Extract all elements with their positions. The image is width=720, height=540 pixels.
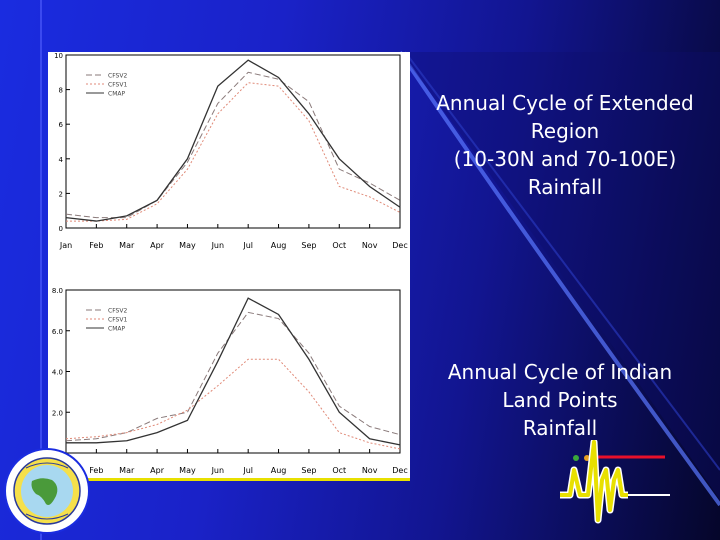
x-tick-label: Aug bbox=[271, 466, 287, 475]
x-tick-label: Nov bbox=[362, 466, 378, 475]
y-tick-label: 4.0 bbox=[52, 369, 63, 377]
x-tick-label: Nov bbox=[362, 241, 378, 250]
series-line-cmap bbox=[66, 297, 401, 446]
y-tick-label: 10 bbox=[54, 52, 63, 60]
top-caption: Annual Cycle of Extended Region (10-30N … bbox=[420, 89, 710, 201]
series-line-cfsv2 bbox=[65, 311, 401, 442]
x-tick-label: Jul bbox=[242, 241, 253, 250]
top-caption-line3: (10-30N and 70-100E) bbox=[453, 147, 677, 171]
x-tick-label: May bbox=[179, 241, 196, 250]
top-caption-line4: Rainfall bbox=[527, 175, 603, 199]
x-tick-label: Jun bbox=[211, 241, 225, 250]
charts-svg: 0 2 4 6 8 10 Jan Feb Mar Apr May Jun Jul Aug Sep Oct Nov… bbox=[52, 52, 408, 475]
bottom-caption-line2: Land Points bbox=[502, 388, 618, 412]
series-line-cfsv1 bbox=[66, 82, 401, 222]
plot-frame-1 bbox=[65, 54, 401, 229]
legend-label-cmap: CMAP bbox=[108, 91, 125, 98]
x-tick-label: Dec bbox=[392, 466, 407, 475]
legend-label-cfsv1: CFSV1 bbox=[108, 317, 127, 324]
x-tick-label: Feb bbox=[89, 466, 103, 475]
y-tick-label: 6 bbox=[59, 121, 64, 129]
bottom-caption-line1: Annual Cycle of Indian bbox=[447, 360, 673, 384]
x-tick-label: Oct bbox=[332, 241, 346, 250]
x-tick-label: Sep bbox=[301, 466, 316, 475]
legend-label-cfsv2: CFSV2 bbox=[108, 308, 127, 315]
x-tick-label: Jul bbox=[242, 466, 253, 475]
top-caption-line2: Region bbox=[530, 119, 600, 143]
bottom-caption-line3: Rainfall bbox=[522, 416, 598, 440]
legend-label-cfsv1: CFSV1 bbox=[108, 82, 127, 89]
y-tick-label: 8.0 bbox=[52, 287, 63, 295]
series-line-cmap bbox=[65, 59, 401, 222]
seismograph-decoration-icon bbox=[560, 440, 670, 524]
y-tick-label: 4 bbox=[59, 156, 64, 164]
institute-logo-icon bbox=[4, 448, 90, 534]
x-tick-label: Sep bbox=[301, 241, 316, 250]
x-tick-label: May bbox=[179, 466, 196, 475]
x-tick-label: Dec bbox=[392, 241, 407, 250]
x-tick-label: Feb bbox=[89, 241, 103, 250]
bottom-caption: Annual Cycle of Indian Land Points Rainf… bbox=[420, 358, 700, 442]
y-tick-label: 2.0 bbox=[52, 409, 63, 417]
x-tick-label: Apr bbox=[150, 241, 165, 250]
top-caption-line1: Annual Cycle of Extended bbox=[436, 91, 694, 115]
y-tick-label: 2 bbox=[59, 190, 63, 198]
legend-label-cmap: CMAP bbox=[108, 326, 125, 333]
y-tick-label: 8 bbox=[59, 87, 63, 95]
x-tick-label: Oct bbox=[332, 466, 346, 475]
x-tick-label: Jan bbox=[59, 241, 72, 250]
chart-panel: 0 2 4 6 8 10 Jan Feb Mar Apr May Jun Jul Aug Sep Oct Nov… bbox=[48, 52, 410, 480]
y-tick-label: 6.0 bbox=[52, 328, 63, 336]
series-line-cfsv1 bbox=[65, 358, 401, 450]
x-tick-label: Aug bbox=[271, 241, 287, 250]
x-tick-label: Jun bbox=[211, 466, 225, 475]
legend-label-cfsv2: CFSV2 bbox=[108, 73, 127, 80]
x-tick-label: Apr bbox=[150, 466, 165, 475]
x-tick-label: Mar bbox=[119, 466, 135, 475]
series-line-cfsv2 bbox=[65, 71, 401, 219]
y-tick-label: 0 bbox=[59, 225, 63, 233]
yellow-rule bbox=[48, 478, 410, 481]
x-tick-label: Mar bbox=[119, 241, 135, 250]
left-rule bbox=[40, 0, 42, 540]
